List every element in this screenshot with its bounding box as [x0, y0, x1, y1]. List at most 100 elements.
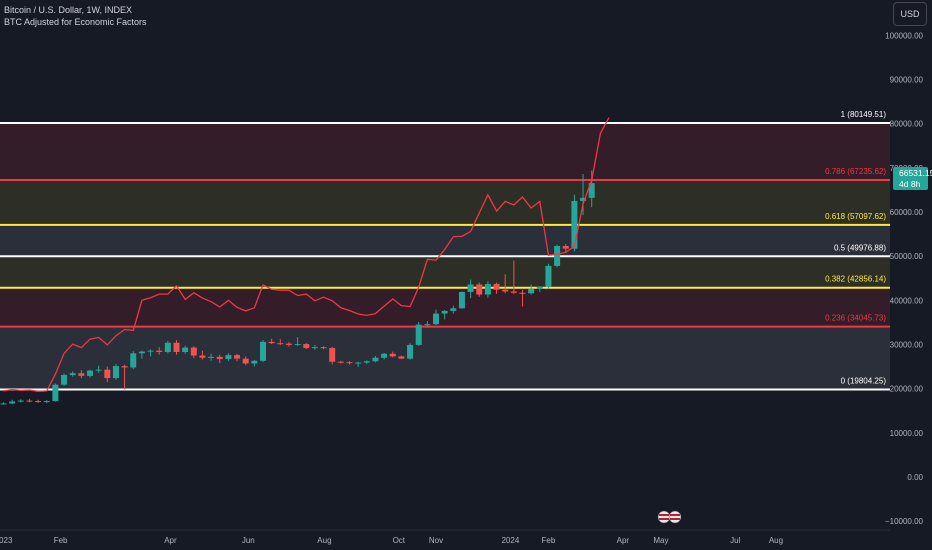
candle	[329, 346, 336, 365]
candle-body	[484, 283, 491, 295]
candle	[173, 340, 180, 355]
candle	[346, 361, 353, 365]
candle	[78, 370, 85, 379]
candle	[415, 321, 422, 346]
fib-level-label: 0.382 (42856.14)	[825, 275, 886, 284]
candle	[242, 356, 249, 366]
candle	[138, 350, 145, 359]
currency-selector-button[interactable]: USD	[893, 2, 927, 26]
y-tick-label: 20000.00	[890, 385, 924, 394]
y-tick-label: 10000.00	[890, 429, 924, 438]
flag-icon[interactable]	[668, 510, 682, 524]
y-tick-label: 30000.00	[890, 341, 924, 350]
candle	[363, 360, 370, 364]
y-tick-label: 0.00	[907, 473, 923, 482]
candle-body	[329, 348, 336, 362]
event-flags[interactable]	[657, 510, 682, 524]
candle-body	[363, 361, 370, 363]
candle	[372, 355, 379, 363]
candle-body	[450, 308, 457, 311]
price-tag-countdown: 4d 8h	[899, 179, 921, 189]
price-axis[interactable]: −10000.00 0.00 10000.00 20000.00 30000.00 400…	[885, 31, 924, 526]
fib-level-label: 1 (80149.51)	[841, 110, 887, 119]
candle-body	[78, 373, 85, 376]
candle-body	[372, 357, 379, 362]
symbol-title: Bitcoin / U.S. Dollar, 1W, INDEX	[4, 5, 133, 15]
candle-body	[562, 246, 569, 249]
candle	[35, 399, 42, 403]
candle	[337, 360, 344, 364]
last-price-tag: 66531.15 4d 8h	[893, 167, 932, 190]
candle-body	[536, 286, 543, 289]
x-tick-label: Apr	[164, 536, 177, 545]
candle	[251, 359, 258, 367]
y-tick-label: 50000.00	[890, 252, 924, 261]
x-tick-label: May	[653, 536, 668, 545]
candle-body	[164, 342, 171, 353]
candle	[389, 351, 396, 358]
candle	[519, 289, 526, 307]
candle-body	[580, 197, 587, 201]
candle	[130, 351, 137, 370]
candle-body	[346, 362, 353, 364]
candle	[381, 352, 388, 360]
x-tick-label: Oct	[393, 536, 406, 545]
candle	[9, 399, 16, 405]
candle-body	[104, 369, 111, 379]
fib-lines: 1 (80149.51) 0.786 (67235.62) 0.618 (57097…	[0, 110, 890, 391]
x-tick-label: Apr	[617, 536, 630, 545]
candle-body	[52, 384, 59, 402]
candle	[294, 336, 301, 346]
time-axis[interactable]: 2023 Feb Apr Jun Aug Oct Nov 2024 Feb Apr May Jul Au…	[0, 529, 890, 545]
candle-body	[9, 401, 16, 404]
chart-legend: Bitcoin / U.S. Dollar, 1W, INDEX BTC Adj…	[4, 4, 147, 28]
candle-body	[441, 310, 448, 314]
candle-body	[260, 341, 266, 361]
candle	[95, 365, 102, 373]
candle-body	[571, 200, 578, 249]
candle	[156, 347, 163, 355]
fib-level-label: 0.786 (67235.62)	[825, 167, 886, 176]
fib-zone	[0, 287, 890, 327]
candle	[208, 353, 215, 361]
candle-body	[493, 283, 500, 290]
candle-body	[87, 370, 93, 376]
candle-body	[242, 358, 249, 364]
candle	[199, 350, 206, 360]
candle-body	[26, 400, 33, 402]
candle-body	[147, 350, 154, 352]
candle-body	[173, 342, 180, 353]
fib-level-label: 0 (19804.25)	[841, 377, 887, 386]
candle	[554, 244, 561, 268]
fib-zones	[0, 123, 890, 390]
x-tick-label: 2024	[501, 536, 519, 545]
candle	[268, 338, 275, 345]
candle-body	[61, 374, 68, 385]
y-tick-label: 40000.00	[890, 296, 924, 305]
flag-icon[interactable]	[657, 510, 671, 524]
candle	[467, 279, 474, 299]
candle-body	[476, 284, 483, 295]
candle	[571, 194, 578, 252]
fib-level-label: 0.618 (57097.62)	[825, 212, 886, 221]
candle	[104, 366, 111, 383]
candle	[26, 398, 33, 403]
candle-body	[156, 350, 163, 353]
candle	[260, 340, 266, 363]
candle-body	[121, 366, 128, 368]
candle	[450, 305, 457, 314]
price-tag-box	[893, 167, 928, 190]
candle-body	[510, 291, 517, 293]
fib-zone	[0, 224, 890, 257]
candle-body	[337, 361, 344, 363]
candle-body	[528, 288, 535, 294]
candle	[234, 353, 241, 362]
y-tick-label: 90000.00	[890, 76, 924, 85]
candle-body	[208, 356, 215, 358]
y-tick-label: −10000.00	[885, 517, 924, 526]
candle-body	[311, 347, 318, 349]
x-tick-label: 2023	[0, 536, 13, 545]
x-tick-label: Feb	[542, 536, 556, 545]
candle	[285, 341, 292, 347]
